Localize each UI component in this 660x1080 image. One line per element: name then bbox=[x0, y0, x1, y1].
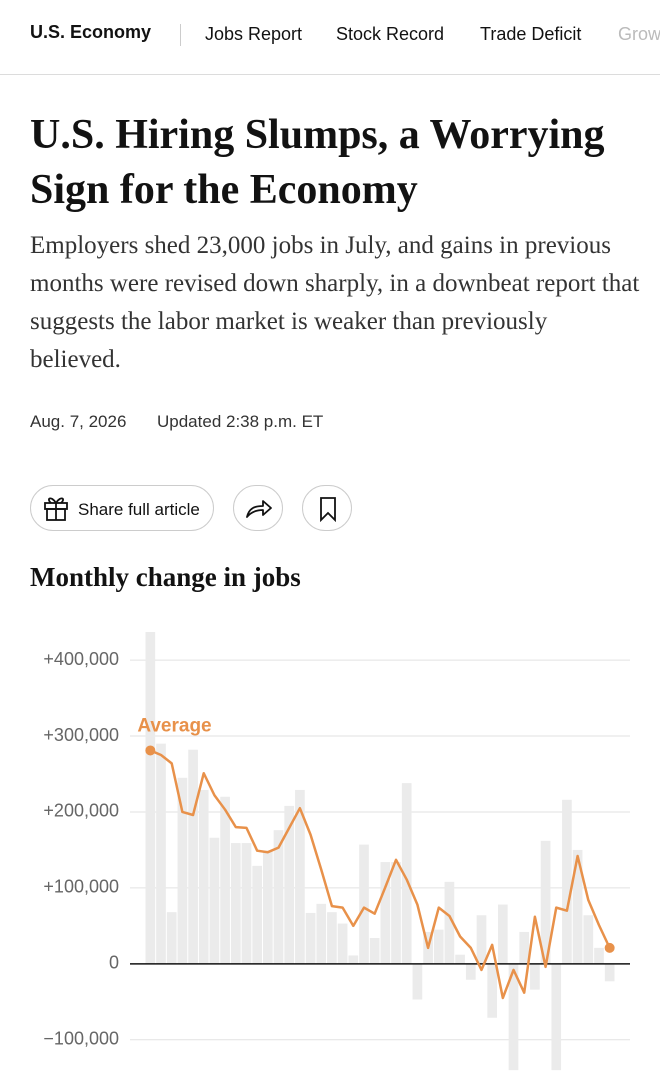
bar bbox=[337, 923, 348, 964]
bar bbox=[519, 931, 530, 964]
share-label: Share full article bbox=[78, 500, 200, 519]
bar bbox=[230, 843, 241, 964]
y-tick-label: 0 bbox=[109, 953, 119, 973]
divider bbox=[180, 24, 181, 46]
bar bbox=[305, 912, 316, 964]
nav-link[interactable]: Grow bbox=[618, 24, 660, 44]
bar bbox=[177, 777, 188, 964]
bar bbox=[540, 840, 551, 964]
headline: U.S. Hiring Slumps, a Worrying Sign for … bbox=[30, 112, 605, 213]
bar bbox=[594, 947, 604, 964]
bar bbox=[380, 862, 391, 964]
save-button[interactable] bbox=[302, 485, 352, 531]
summary: Employers shed 23,000 jobs in July, and … bbox=[30, 232, 640, 373]
series-label: Average bbox=[137, 715, 211, 736]
bar bbox=[252, 865, 262, 964]
bar bbox=[583, 915, 594, 964]
bar bbox=[401, 783, 412, 964]
bar bbox=[166, 912, 177, 964]
nav-link[interactable]: Stock Record bbox=[336, 24, 445, 44]
bar bbox=[145, 632, 156, 964]
y-tick-label: −100,000 bbox=[43, 1029, 119, 1049]
section-link[interactable]: U.S. Economy bbox=[30, 22, 152, 42]
bar bbox=[348, 955, 359, 964]
bar bbox=[498, 904, 508, 964]
bar bbox=[412, 963, 423, 1000]
bar bbox=[433, 929, 444, 964]
share-button[interactable]: Share full article bbox=[30, 485, 214, 531]
forward-icon bbox=[246, 500, 272, 518]
y-tick-label: +400,000 bbox=[43, 649, 119, 669]
bar bbox=[465, 963, 476, 980]
chart-title: Monthly change in jobs bbox=[30, 562, 301, 592]
y-tick-label: +300,000 bbox=[43, 725, 119, 745]
start-dot bbox=[145, 745, 156, 756]
bar bbox=[572, 849, 583, 964]
bar bbox=[391, 862, 401, 964]
bar bbox=[508, 963, 519, 1071]
y-tick-label: +100,000 bbox=[43, 877, 119, 897]
bar bbox=[604, 963, 615, 982]
end-dot bbox=[604, 942, 615, 953]
bar bbox=[562, 799, 572, 964]
nav-link[interactable]: Trade Deficit bbox=[480, 24, 582, 44]
y-tick-label: +200,000 bbox=[43, 801, 119, 821]
bar bbox=[220, 796, 230, 964]
bar bbox=[359, 844, 369, 964]
bar bbox=[487, 963, 497, 1018]
bar bbox=[188, 749, 198, 964]
gift-icon bbox=[44, 497, 68, 521]
nav-bar: U.S. Economy Jobs Report Stock Record Tr… bbox=[0, 0, 660, 75]
bar bbox=[444, 881, 455, 964]
nav-link[interactable]: Jobs Report bbox=[205, 24, 303, 44]
bar bbox=[295, 789, 305, 964]
chart: +400,000 +300,000 +200,000 +100,000 0 −100,00… bbox=[43, 632, 630, 1071]
bar bbox=[476, 915, 487, 964]
bar bbox=[369, 938, 380, 964]
updated: Updated 2:38 p.m. ET bbox=[157, 412, 324, 431]
bar bbox=[327, 912, 337, 964]
bar bbox=[455, 954, 465, 964]
date: Aug. 7, 2026 bbox=[30, 412, 127, 431]
bar bbox=[551, 963, 562, 1071]
bar bbox=[198, 789, 209, 964]
bar bbox=[241, 843, 252, 964]
bar bbox=[263, 850, 273, 964]
average-line bbox=[149, 749, 611, 1000]
bar bbox=[273, 830, 284, 964]
bar bbox=[284, 805, 295, 964]
bar bbox=[156, 743, 166, 964]
bar bbox=[316, 903, 327, 964]
bookmark-icon bbox=[320, 497, 336, 522]
bar bbox=[209, 837, 220, 964]
bar bbox=[530, 963, 540, 990]
forward-button[interactable] bbox=[233, 485, 283, 531]
